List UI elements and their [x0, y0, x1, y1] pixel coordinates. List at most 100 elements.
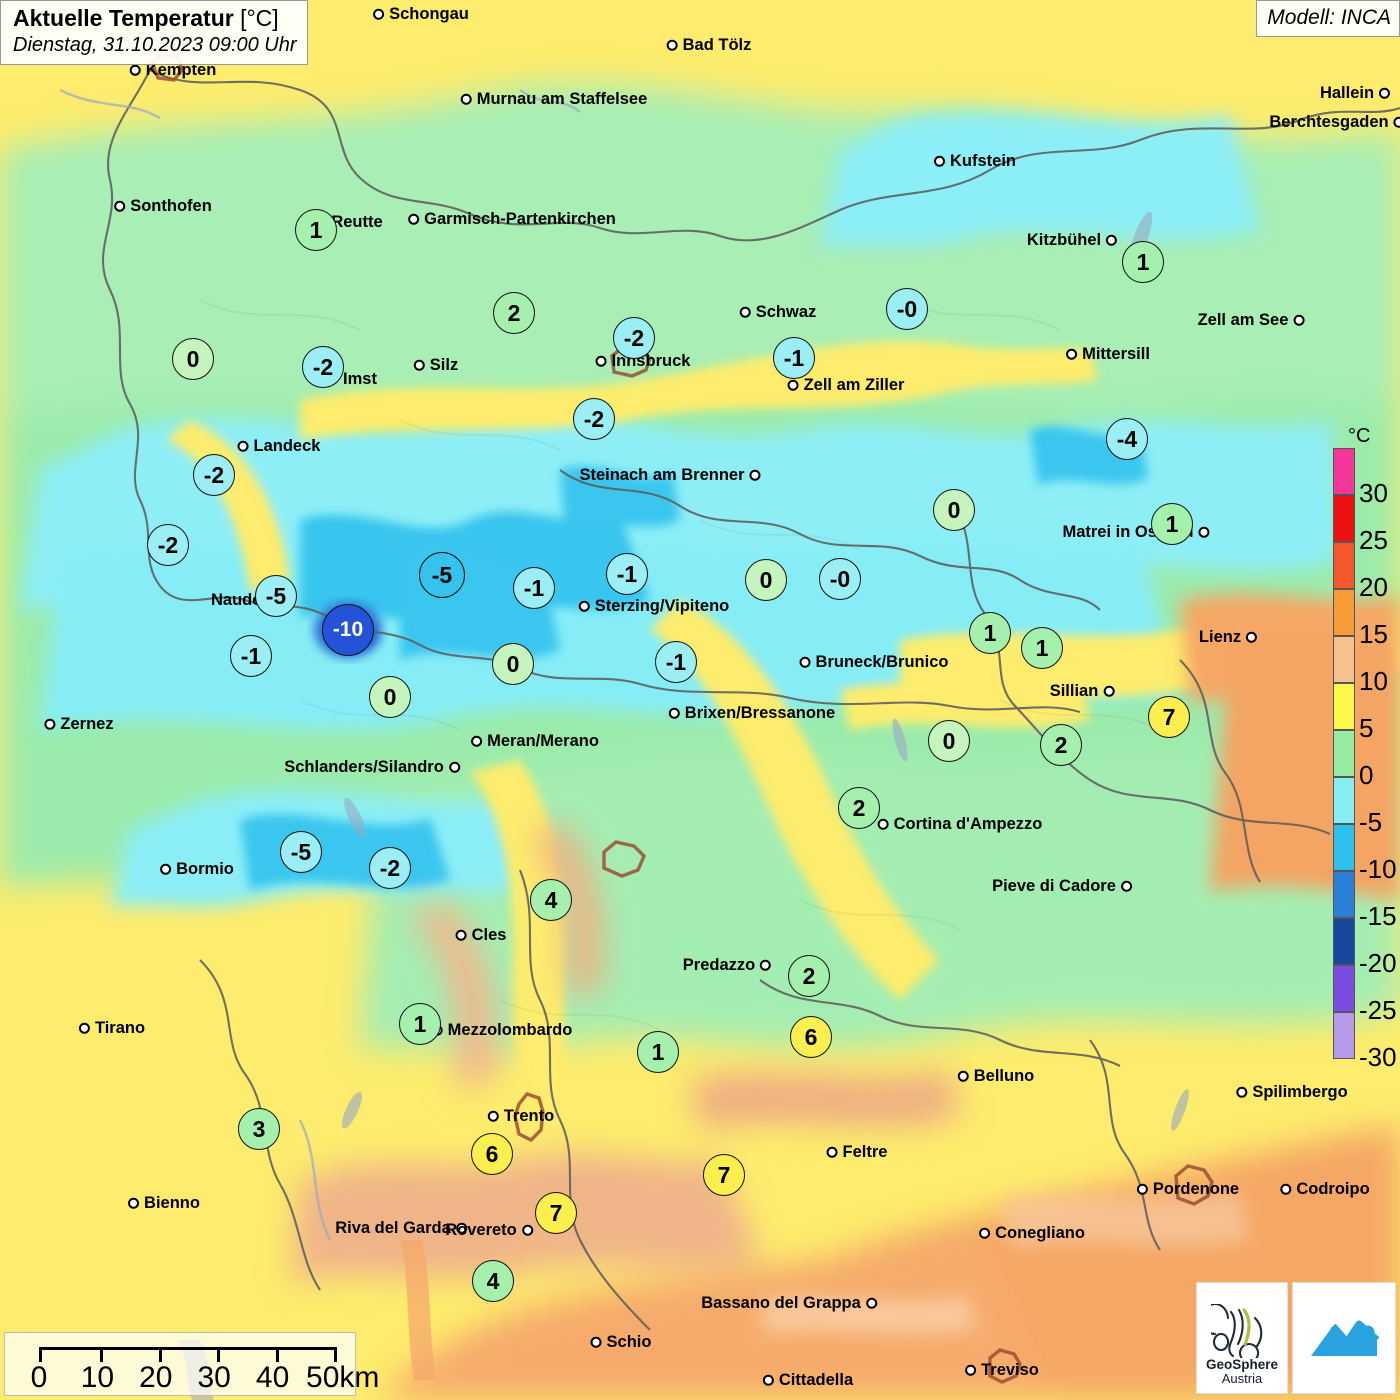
city-marker[interactable]: Landeck — [237, 438, 320, 455]
city-marker[interactable]: Spilimbergo — [1236, 1084, 1348, 1101]
temperature-bubble[interactable]: 1 — [969, 612, 1011, 654]
city-marker[interactable]: Zell am Ziller — [787, 377, 904, 394]
city-marker[interactable]: Codroipo — [1280, 1181, 1370, 1198]
temperature-bubble[interactable]: 7 — [535, 1192, 577, 1234]
city-marker[interactable]: Feltre — [826, 1144, 887, 1161]
temperature-bubble[interactable]: 1 — [1021, 627, 1063, 669]
city-marker[interactable]: Schongau — [373, 6, 469, 23]
city-marker[interactable]: Schlanders/Silandro — [284, 759, 460, 776]
city-marker[interactable]: Rovereto — [445, 1222, 533, 1239]
temperature-bubble[interactable]: 1 — [399, 1003, 441, 1045]
city-marker[interactable]: Riva del Garda — [335, 1220, 467, 1237]
temperature-bubble[interactable]: -5 — [255, 575, 297, 617]
temperature-bubble[interactable]: 1 — [637, 1031, 679, 1073]
temperature-bubble[interactable]: 2 — [1040, 724, 1082, 766]
temperature-bubble[interactable]: -2 — [302, 346, 344, 388]
city-marker[interactable]: Bruneck/Brunico — [799, 654, 948, 671]
city-marker[interactable]: Garmisch-Partenkirchen — [408, 211, 616, 228]
city-marker[interactable]: Berchtesgaden — [1269, 114, 1400, 131]
legend-row[interactable]: -30 — [1330, 1012, 1400, 1070]
temperature-bubble[interactable]: -2 — [573, 398, 615, 440]
temperature-bubble[interactable]: 1 — [1151, 503, 1193, 545]
city-marker[interactable]: Bassano del Grappa — [701, 1295, 877, 1312]
city-marker[interactable]: Mittersill — [1066, 346, 1150, 363]
legend-row[interactable]: 10 — [1330, 636, 1400, 694]
city-marker[interactable]: Predazzo — [683, 957, 772, 974]
temperature-bubble[interactable]: -4 — [1106, 418, 1148, 460]
temperature-bubble[interactable]: -1 — [513, 567, 555, 609]
temperature-bubble[interactable]: 7 — [703, 1154, 745, 1196]
legend-row[interactable]: -20 — [1330, 918, 1400, 976]
temperature-bubble[interactable]: -0 — [886, 288, 928, 330]
city-marker[interactable]: Pieve di Cadore — [992, 878, 1132, 895]
temperature-bubble[interactable]: 0 — [933, 489, 975, 531]
city-marker[interactable]: Lienz — [1199, 629, 1258, 646]
legend-row[interactable]: 15 — [1330, 589, 1400, 647]
temperature-bubble[interactable]: 4 — [530, 879, 572, 921]
city-marker[interactable]: Conegliano — [979, 1225, 1085, 1242]
temperature-bubble[interactable]: 4 — [472, 1260, 514, 1302]
temperature-bubble[interactable]: 2 — [788, 955, 830, 997]
city-marker[interactable]: Bienno — [128, 1195, 200, 1212]
geosphere-austria-logo[interactable]: GeoSphere Austria — [1196, 1282, 1288, 1394]
city-marker[interactable]: Murnau am Staffelsee — [460, 91, 647, 108]
city-marker[interactable]: Trento — [487, 1108, 554, 1125]
city-marker[interactable]: Belluno — [957, 1068, 1034, 1085]
temperature-bubble[interactable]: -1 — [606, 553, 648, 595]
city-marker[interactable]: Steinach am Brenner — [579, 467, 761, 484]
city-marker[interactable]: Schwaz — [739, 304, 816, 321]
city-marker[interactable]: Cortina d'Ampezzo — [877, 816, 1042, 833]
city-marker[interactable]: Zernez — [44, 716, 114, 733]
city-marker[interactable]: Kufstein — [934, 153, 1016, 170]
legend-row[interactable]: 0 — [1330, 730, 1400, 788]
city-marker[interactable]: Cles — [455, 927, 506, 944]
temperature-bubble[interactable]: -2 — [147, 524, 189, 566]
city-marker[interactable]: Mezzolombardo — [431, 1022, 572, 1039]
city-marker[interactable]: Cittadella — [762, 1372, 853, 1389]
temperature-bubble[interactable]: -1 — [655, 641, 697, 683]
temperature-bubble[interactable]: 0 — [928, 720, 970, 762]
temperature-bubble[interactable]: 6 — [471, 1133, 513, 1175]
legend-row[interactable]: -10 — [1330, 824, 1400, 882]
temperature-bubble[interactable]: 0 — [172, 338, 214, 380]
temperature-bubble[interactable]: -2 — [613, 317, 655, 359]
temperature-bubble[interactable]: -1 — [773, 337, 815, 379]
legend-row[interactable]: 30 — [1330, 448, 1400, 506]
temperature-bubble[interactable]: 0 — [492, 643, 534, 685]
city-marker[interactable]: Brixen/Bressanone — [668, 705, 835, 722]
color-legend[interactable]: °C 30 25 20 15 10 5 0 -5 -10 -15 -20 -25 -30 — [1330, 424, 1400, 1070]
temperature-bubble[interactable]: -2 — [193, 454, 235, 496]
city-marker[interactable]: Sterzing/Vipiteno — [578, 598, 729, 615]
temperature-bubble[interactable]: 0 — [369, 676, 411, 718]
city-marker[interactable]: Schio — [590, 1334, 651, 1351]
city-marker[interactable]: Bormio — [160, 861, 234, 878]
city-marker[interactable]: Sillian — [1050, 683, 1115, 700]
city-marker[interactable]: Kitzbühel — [1027, 232, 1118, 249]
city-marker[interactable]: Tirano — [78, 1020, 145, 1037]
temperature-bubble[interactable]: 2 — [838, 787, 880, 829]
legend-row[interactable]: 25 — [1330, 495, 1400, 553]
temperature-bubble[interactable]: -5 — [419, 552, 465, 598]
temperature-bubble[interactable]: 6 — [790, 1016, 832, 1058]
legend-row[interactable]: 20 — [1330, 542, 1400, 600]
city-marker[interactable]: Meran/Merano — [471, 733, 599, 750]
temperature-bubble[interactable]: -2 — [369, 847, 411, 889]
temperature-bubble[interactable]: 1 — [1122, 241, 1164, 283]
city-marker[interactable]: Treviso — [965, 1362, 1039, 1379]
city-marker[interactable]: Hallein — [1320, 85, 1391, 102]
legend-row[interactable]: -5 — [1330, 777, 1400, 835]
legend-swatches[interactable]: 30 25 20 15 10 5 0 -5 -10 -15 -20 -25 -30 — [1330, 448, 1400, 1070]
legend-row[interactable]: -15 — [1330, 871, 1400, 929]
city-marker[interactable]: Bad Tölz — [666, 37, 751, 54]
temperature-bubble[interactable]: 7 — [1148, 696, 1190, 738]
city-marker[interactable]: Sonthofen — [114, 198, 212, 215]
temperature-bubble[interactable]: -0 — [819, 558, 861, 600]
temperature-bubble[interactable]: 1 — [295, 209, 337, 251]
temperature-bubble[interactable]: 3 — [238, 1108, 280, 1150]
temperature-bubble[interactable]: -1 — [230, 635, 272, 677]
city-marker[interactable]: Pordenone — [1136, 1181, 1239, 1198]
legend-row[interactable]: 5 — [1330, 683, 1400, 741]
city-marker[interactable]: Silz — [413, 357, 458, 374]
legend-row[interactable]: -25 — [1330, 965, 1400, 1023]
temperature-bubble[interactable]: 2 — [493, 292, 535, 334]
